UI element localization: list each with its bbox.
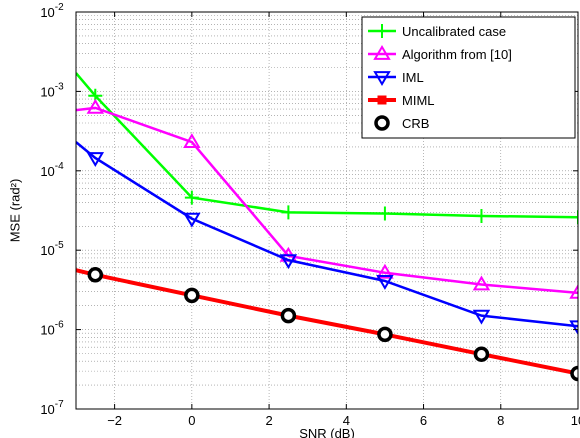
data-point-iml xyxy=(86,152,105,167)
data-point-uncalibrated-case xyxy=(474,208,489,223)
axis-ticks: −2 0 2 4 6 8 10 10-7 10-6 10-5 10-4 10-3 10-2 xyxy=(40,2,580,428)
legend-label-iml: IML xyxy=(402,70,424,85)
y-tick-label: 10-4 xyxy=(40,161,64,179)
data-point-algorithm-from-10 xyxy=(472,275,491,291)
x-tick-label: 8 xyxy=(497,413,504,428)
data-point-crb xyxy=(184,287,200,304)
y-tick-label: 10-7 xyxy=(40,399,64,417)
y-tick-label: 10-3 xyxy=(40,81,64,99)
legend: Uncalibrated case Algorithm from [10] IML M… xyxy=(361,16,576,139)
legend-marker-miml xyxy=(377,95,387,105)
data-point-crb xyxy=(280,307,297,324)
data-point-iml xyxy=(279,254,298,270)
y-tick-label: 10-6 xyxy=(40,320,64,338)
legend-box xyxy=(361,16,576,139)
x-axis-title: SNR (dB) xyxy=(299,426,355,438)
x-tick-label: 4 xyxy=(343,413,350,428)
data-point-uncalibrated-case xyxy=(571,210,578,225)
data-point-iml xyxy=(376,275,394,290)
x-tick-label: 2 xyxy=(265,413,272,428)
data-point-uncalibrated-case xyxy=(184,190,199,205)
series-layer xyxy=(76,72,578,382)
series-iml xyxy=(76,141,578,336)
data-point-crb xyxy=(473,346,490,362)
data-point-iml xyxy=(569,320,578,336)
data-point-algorithm-from-10 xyxy=(183,133,201,148)
legend-label-miml: MIML xyxy=(402,93,435,108)
legend-marker-algorithm-from-10 xyxy=(373,45,391,60)
data-point-uncalibrated-case xyxy=(377,206,392,221)
legend-label-crb: CRB xyxy=(402,116,429,131)
data-point-crb xyxy=(570,365,578,382)
y-tick-label: 10-5 xyxy=(40,240,64,258)
data-point-iml xyxy=(183,212,201,228)
y-tick-label: 10-2 xyxy=(40,2,64,20)
data-point-algorithm-from-10 xyxy=(569,283,578,299)
x-tick-label: 6 xyxy=(420,413,427,428)
legend-marker-uncalibrated-case xyxy=(375,24,389,38)
legend-marker-iml xyxy=(373,71,391,86)
x-tick-label: −2 xyxy=(107,413,122,428)
y-axis-title: MSE (rad²) xyxy=(7,179,22,243)
data-point-uncalibrated-case xyxy=(281,205,296,220)
series-uncalibrated-case xyxy=(76,72,578,225)
data-point-iml xyxy=(472,309,491,325)
x-tick-label: 10 xyxy=(571,413,580,428)
data-point-algorithm-from-10 xyxy=(86,98,105,114)
data-point-crb xyxy=(377,326,393,343)
series-line-iml xyxy=(76,141,578,328)
plot-frame xyxy=(75,11,579,410)
legend-marker-crb xyxy=(374,115,390,131)
series-crb xyxy=(87,267,578,382)
legend-label-uncalibrated-case: Uncalibrated case xyxy=(402,24,506,39)
data-point-crb xyxy=(87,267,104,283)
x-tick-label: 0 xyxy=(188,413,195,428)
legend-label-algorithm-from-10: Algorithm from [10] xyxy=(402,47,512,62)
data-point-algorithm-from-10 xyxy=(376,263,394,279)
